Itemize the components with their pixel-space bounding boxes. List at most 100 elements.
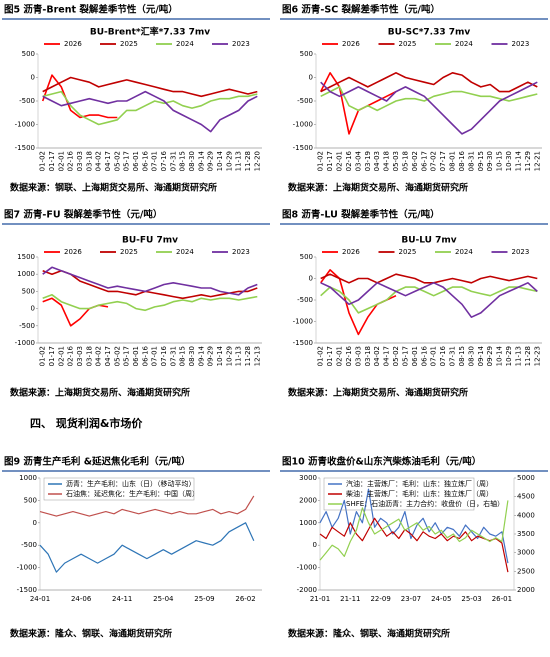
x-tick-label: 11-13: [514, 346, 522, 366]
y-tick-label: 500: [300, 253, 313, 261]
x-tick-label: 07-17: [439, 151, 447, 171]
series-line: [320, 273, 538, 284]
x-tick-label: 11-28: [244, 346, 252, 366]
x-tick-label: 10-29: [505, 346, 513, 366]
x-tick-label: 05-18: [401, 151, 409, 171]
x-tick-label: 02-16: [345, 150, 353, 171]
x-tick-label: 04-17: [104, 346, 112, 366]
x-tick-label: 07-31: [449, 346, 457, 366]
x-tick-label: 06-16: [141, 345, 149, 366]
x-tick-label: 08-15: [458, 346, 466, 366]
x-tick-label: 06-01: [132, 151, 140, 171]
x-tick-label: 10-29: [225, 151, 233, 171]
x-tick-label: 08-30: [188, 151, 196, 171]
x-tick-label: 24-01: [30, 595, 50, 603]
x-tick-label: 04-18: [383, 151, 391, 171]
x-tick-label: 08-30: [467, 346, 475, 366]
x-tick-label: 21-01: [310, 595, 330, 603]
y-tick-label: 1500: [17, 253, 35, 261]
x-tick-label: 05-02: [113, 346, 121, 366]
x-tick-label: 09-14: [197, 345, 205, 366]
x-tick-label: 26-01: [492, 595, 512, 603]
x-tick-label: 23-07: [401, 595, 421, 603]
x-tick-label: 11-14: [514, 150, 522, 171]
x-tick-label: 04-17: [104, 151, 112, 171]
series-line: [42, 297, 109, 327]
x-tick-label: 01-17: [48, 151, 56, 171]
x-tick-label: 02-01: [336, 346, 344, 366]
x-tick-label: 04-02: [373, 346, 381, 366]
legend-label: 2026: [64, 248, 82, 256]
legend-label: 2026: [342, 40, 360, 48]
y-tick-label: -1500: [17, 586, 37, 594]
y-tick-label: -1000: [293, 318, 313, 326]
legend-label: 沥青：生产毛利：山东（日）（移动平均）: [66, 479, 196, 488]
x-tick-label: 04-17: [383, 346, 391, 366]
x-tick-label: 08-01: [449, 151, 457, 171]
x-tick-label: 07-01: [430, 346, 438, 366]
x-tick-label: 07-16: [160, 345, 168, 366]
series-line: [42, 90, 258, 126]
y-tick-label: 500: [22, 50, 35, 58]
y-tick-label: 0: [309, 74, 313, 82]
x-tick-label: 01-17: [326, 346, 334, 366]
x-tick-label: 10-14: [216, 150, 224, 171]
legend-label: 2023: [512, 40, 530, 48]
legend-label: 2025: [399, 40, 417, 48]
x-tick-label: 10-29: [225, 346, 233, 366]
figure-caption: 图5 沥青-Brent 裂解差季节性（元/吨）: [4, 4, 178, 16]
y-tick-label: -1500: [15, 144, 35, 152]
y-tick-label: 1000: [19, 474, 37, 482]
x-tick-label: 25-09: [194, 595, 214, 603]
y-tick-label: -1000: [15, 121, 35, 129]
x-tick-label: 10-14: [216, 345, 224, 366]
y-tick-label: -1500: [293, 339, 313, 347]
x-tick-label: 03-18: [364, 346, 372, 366]
y-tick-label: -1000: [293, 121, 313, 129]
x-tick-label: 07-16: [439, 345, 447, 366]
y-tick-label: -1500: [293, 144, 313, 152]
figure-caption: 图9 沥青生产毛利 &延迟焦化毛利（元/吨）: [4, 456, 190, 468]
y2-tick-label: 4500: [517, 493, 535, 501]
x-tick-label: 09-14: [477, 345, 485, 366]
series-line: [39, 495, 255, 517]
x-tick-label: 08-15: [179, 151, 187, 171]
x-tick-label: 24-06: [71, 595, 92, 603]
series-line: [320, 86, 538, 112]
series-line: [320, 81, 538, 135]
chart-subtitle: BU-LU 7mv: [401, 236, 456, 246]
y2-tick-label: 4000: [517, 511, 535, 519]
x-tick-label: 07-02: [430, 151, 438, 171]
y-tick-label: -500: [297, 296, 313, 304]
x-tick-label: 06-16: [420, 345, 428, 366]
x-tick-label: 05-17: [123, 151, 131, 171]
x-tick-label: 02-01: [336, 151, 344, 171]
y2-tick-label: 5000: [517, 474, 535, 482]
data-source: 数据来源：隆众、钢联、海通期货研究所: [288, 628, 450, 640]
figure-caption: 图10 沥青收盘价&山东汽柴炼油毛利（元/吨）: [282, 456, 481, 468]
x-tick-label: 09-14: [197, 150, 205, 171]
legend-label: 2026: [64, 40, 82, 48]
legend-label: 2024: [176, 40, 194, 48]
x-tick-label: 26-02: [235, 595, 255, 603]
x-tick-label: 09-29: [207, 151, 215, 171]
x-tick-label: 03-03: [76, 151, 84, 171]
series-line: [42, 270, 258, 300]
y-tick-label: -500: [19, 322, 35, 330]
y2-tick-label: 3500: [517, 530, 535, 538]
series-line: [42, 90, 258, 133]
legend-label: 2025: [120, 40, 138, 48]
x-tick-label: 25-03: [461, 595, 481, 603]
figure-caption: 图6 沥青-SC 裂解差季节性（元/吨）: [282, 4, 440, 16]
x-tick-label: 02-16: [345, 345, 353, 366]
x-tick-label: 21-11: [340, 595, 360, 603]
x-tick-label: 03-03: [354, 346, 362, 366]
x-tick-label: 03-18: [85, 151, 93, 171]
series-line: [41, 74, 118, 119]
series-line: [42, 294, 258, 312]
legend-label: 2026: [342, 248, 360, 256]
data-source: 数据来源：上海期货交易所、海通期货研究所: [288, 387, 468, 399]
y-tick-label: 1000: [299, 519, 317, 527]
x-tick-label: 08-31: [467, 151, 475, 171]
